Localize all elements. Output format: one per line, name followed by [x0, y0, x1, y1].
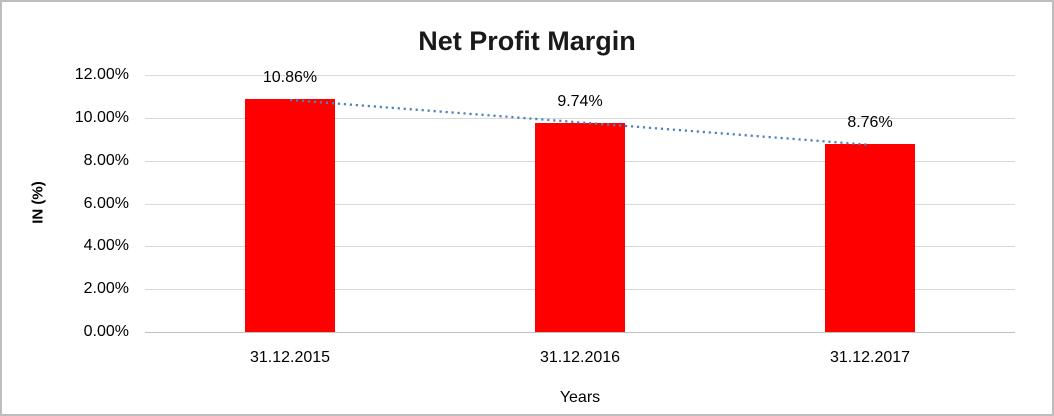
y-axis-title: IN (%) [29, 180, 47, 224]
bar-31.12.2016 [535, 123, 625, 332]
y-tick-label: 6.00% [83, 195, 129, 212]
y-tick-label: 0.00% [83, 323, 129, 340]
y-tick-label: 12.00% [74, 66, 129, 83]
x-axis-line [145, 332, 1015, 333]
bar-31.12.2017 [825, 144, 915, 332]
x-category-label: 31.12.2017 [829, 349, 911, 366]
chart-title: Net Profit Margin [418, 26, 636, 56]
data-label: 8.76% [847, 114, 893, 132]
x-category-label: 31.12.2016 [539, 349, 621, 366]
x-axis-title: Years [559, 389, 601, 406]
y-tick-label: 8.00% [83, 152, 129, 169]
x-category-label: 31.12.2015 [249, 349, 331, 366]
y-tick-label: 2.00% [83, 280, 129, 297]
bar-31.12.2015 [245, 99, 335, 332]
y-tick-label: 10.00% [74, 109, 129, 126]
y-tick-label: 4.00% [83, 237, 129, 254]
gridline [145, 75, 1015, 76]
data-label: 10.86% [262, 69, 318, 87]
data-label: 9.74% [557, 93, 603, 111]
